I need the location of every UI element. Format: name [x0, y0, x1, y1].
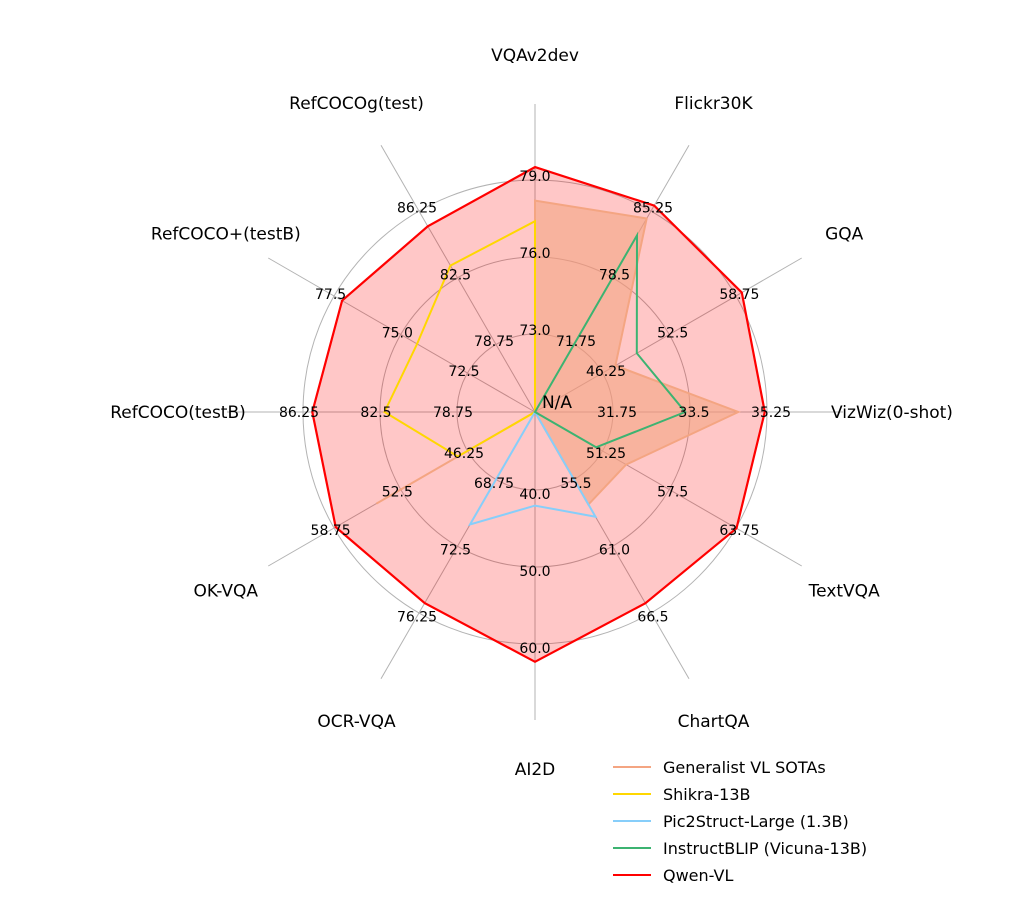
tick-label: 77.5 — [315, 287, 346, 303]
tick-label: 46.25 — [586, 364, 626, 380]
axis-label: VizWiz(0-shot) — [831, 403, 953, 423]
tick-label: 51.25 — [586, 446, 626, 462]
tick-label: 73.0 — [519, 323, 550, 339]
axis-label: VQAv2dev — [491, 46, 579, 66]
center-label: N/A — [542, 393, 572, 413]
tick-label: 52.5 — [382, 485, 413, 501]
axis-label: Flickr30K — [674, 94, 753, 114]
tick-labels: 73.0 76.0 79.0 71.75 78.5 85.25 46.25 52.5 58.75… — [279, 169, 791, 657]
axis-labels: VQAv2dev Flickr30K GQA VizWiz(0-shot) TextVQ… — [110, 46, 953, 780]
legend-entry: Shikra-13B — [663, 785, 751, 804]
tick-label: 57.5 — [657, 485, 688, 501]
legend: Generalist VL SOTAs Shikra-13B Pic2Struct-… — [613, 758, 867, 885]
legend-entry: Generalist VL SOTAs — [663, 758, 826, 777]
tick-label: 78.75 — [433, 405, 473, 421]
axis-label: OK-VQA — [194, 582, 259, 602]
axis-label: TextVQA — [808, 582, 880, 602]
tick-label: 60.0 — [519, 641, 550, 657]
tick-label: 76.0 — [519, 246, 550, 262]
tick-label: 31.75 — [597, 405, 637, 421]
legend-entry: Qwen-VL — [663, 866, 733, 885]
tick-label: 58.75 — [719, 287, 759, 303]
tick-label: 72.5 — [448, 364, 479, 380]
tick-label: 86.25 — [279, 405, 319, 421]
tick-label: 58.75 — [311, 523, 351, 539]
axis-spoke — [268, 257, 536, 413]
tick-label: 63.75 — [719, 523, 759, 539]
tick-label: 75.0 — [382, 326, 413, 342]
tick-label: 79.0 — [519, 169, 550, 185]
tick-label: 76.25 — [397, 609, 437, 625]
series-polygon-pic2struct-large-1-3b — [467, 410, 598, 527]
tick-label: 33.5 — [678, 405, 709, 421]
series-polygon-generalist-vl-sotas — [375, 199, 741, 507]
series-polygon-instructblip-vicuna-13b — [533, 231, 687, 449]
axis-label: GQA — [825, 225, 864, 245]
axis-label: RefCOCOg(test) — [289, 94, 424, 114]
tick-label: 61.0 — [599, 543, 630, 559]
axis-spoke — [380, 145, 536, 413]
tick-label: 71.75 — [556, 334, 596, 350]
tick-label: 52.5 — [657, 326, 688, 342]
tick-label: 78.5 — [599, 267, 630, 283]
axis-label: ChartQA — [678, 712, 750, 732]
tick-label: 35.25 — [751, 405, 791, 421]
axis-label: OCR-VQA — [317, 712, 396, 732]
tick-label: 55.5 — [560, 476, 591, 492]
tick-label: 86.25 — [397, 201, 437, 217]
tick-label: 82.5 — [440, 267, 471, 283]
tick-label: 50.0 — [519, 564, 550, 580]
tick-label: 40.0 — [519, 487, 550, 503]
tick-label: 46.25 — [444, 446, 484, 462]
legend-entry: InstructBLIP (Vicuna-13B) — [663, 839, 867, 858]
legend-entry: Pic2Struct-Large (1.3B) — [663, 812, 849, 831]
axis-label: RefCOCO+(testB) — [151, 225, 301, 245]
tick-label: 68.75 — [474, 476, 514, 492]
tick-label: 78.75 — [474, 334, 514, 350]
axis-label: AI2D — [515, 760, 556, 780]
series-layer — [311, 165, 766, 664]
tick-label: 82.5 — [360, 405, 391, 421]
axis-label: RefCOCO(testB) — [110, 403, 246, 423]
tick-label: 66.5 — [637, 609, 668, 625]
tick-label: 85.25 — [633, 201, 673, 217]
tick-label: 72.5 — [440, 543, 471, 559]
